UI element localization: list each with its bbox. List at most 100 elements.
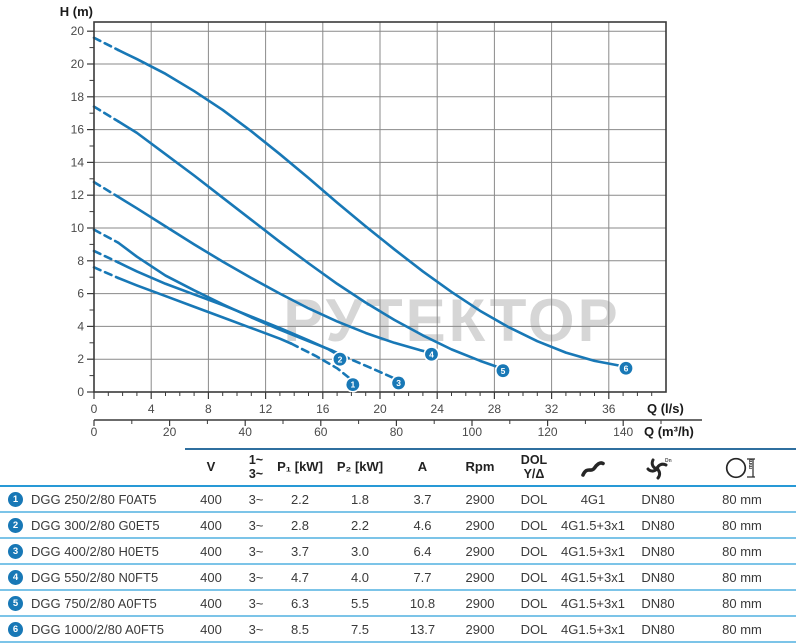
cell-a: 13.7 [409, 621, 436, 637]
curve-end-marker-4 [423, 346, 440, 363]
cell-model: 6 DGG 1000/2/80 A0FT5 [0, 621, 185, 637]
col-phase-header: 1~ 3~ [237, 452, 275, 482]
cell-rpm: 2900 [465, 569, 495, 585]
col-starting-header: DOL Y/Δ [510, 453, 558, 482]
cell-cable: 4G1.5+3x1 [561, 517, 625, 533]
marker-number: 6 [624, 363, 629, 373]
table-row-4: 4 DGG 550/2/80 N0FT5 400 3~ 4.7 4.0 7.7 2900 DOL… [0, 565, 796, 591]
model-name: DGG 1000/2/80 A0FT5 [31, 621, 164, 637]
x-tick-label: 20 [373, 402, 387, 416]
curve-end-marker-3 [390, 374, 407, 391]
m3h-tick-label: 80 [390, 425, 404, 439]
cell-p1: 4.7 [290, 569, 310, 585]
y-tick-label: 2 [77, 352, 84, 366]
cell-p2: 3.0 [350, 543, 370, 559]
cell-port: 80 mm [722, 621, 762, 637]
phase-1-label: 1~ [248, 452, 264, 467]
y-tick-label: 20 [71, 57, 85, 71]
cell-v: 400 [200, 543, 222, 559]
row-number-badge: 5 [8, 595, 23, 611]
cell-cable: 4G1.5+3x1 [561, 543, 625, 559]
marker-number: 4 [429, 349, 434, 359]
cell-p2: 4.0 [350, 569, 370, 585]
cell-rpm: 2900 [465, 491, 495, 507]
col-impeller-header: Dn [628, 456, 688, 480]
cell-start: DOL [520, 595, 548, 611]
table-row-1: 1 DGG 250/2/80 F0AT5 400 3~ 2.2 1.8 3.7 2900 DOL… [0, 487, 796, 513]
cell-rpm: 2900 [465, 517, 495, 533]
table-row-3: 3 DGG 400/2/80 H0ET5 400 3~ 3.7 3.0 6.4 2900 DOL… [0, 539, 796, 565]
model-name: DGG 300/2/80 G0ET5 [31, 517, 160, 533]
marker-number: 1 [350, 380, 355, 390]
cell-dn: DN80 [641, 491, 675, 507]
cell-cable: 4G1.5+3x1 [561, 595, 625, 611]
m3h-tick-label: 60 [314, 425, 328, 439]
pump-spec-table: V 1~ 3~ P₁ [kW] P₂ [kW] A Rpm DOL Y/Δ [0, 448, 796, 643]
table-header-row: V 1~ 3~ P₁ [kW] P₂ [kW] A Rpm DOL Y/Δ [0, 448, 796, 487]
cable-icon [581, 460, 605, 477]
col-port-header: mm [688, 456, 796, 480]
cell-v: 400 [200, 517, 222, 533]
table-row-6: 6 DGG 1000/2/80 A0FT5 400 3~ 8.5 7.5 13.7 2900 D… [0, 617, 796, 643]
pump-performance-chart: РУТЕКТОР 1 2 3 4 5 6 20 20 18 16 14 12 10 8 6 4 2 0 0 4 8 12 16… [60, 4, 702, 439]
cell-dn: DN80 [641, 569, 675, 585]
cell-phase: 3~ [248, 595, 264, 611]
row-number-badge: 2 [8, 517, 23, 533]
m3h-tick-label: 100 [462, 425, 482, 439]
y-tick-label: 20 [71, 24, 85, 38]
cell-p1: 6.3 [290, 595, 310, 611]
row-number-badge: 4 [8, 569, 23, 585]
x-tick-label: 36 [602, 402, 616, 416]
cell-phase: 3~ [248, 517, 264, 533]
cell-port: 80 mm [722, 543, 762, 559]
cell-port: 80 mm [722, 569, 762, 585]
cell-start: DOL [520, 491, 548, 507]
col-cable-header [558, 457, 628, 479]
curve-end-marker-5 [494, 362, 511, 379]
cell-p1: 2.8 [290, 517, 310, 533]
col-p1-header: P₁ [kW] [277, 459, 323, 475]
cell-port: 80 mm [722, 517, 762, 533]
marker-number: 3 [396, 378, 401, 388]
cell-p2: 1.8 [350, 491, 370, 507]
curve-end-marker-6 [617, 360, 634, 377]
cell-p2: 2.2 [350, 517, 370, 533]
discharge-port-icon: mm [725, 457, 755, 478]
y-tick-label: 16 [71, 123, 85, 137]
pump-curve-1 [117, 276, 293, 345]
m3h-tick-label: 0 [91, 425, 98, 439]
pump-curve-6 [117, 48, 622, 368]
cell-dn: DN80 [641, 621, 675, 637]
cell-a: 6.4 [413, 543, 432, 559]
cell-a: 3.7 [413, 491, 432, 507]
cell-p1: 2.2 [290, 491, 310, 507]
cell-phase: 3~ [248, 543, 264, 559]
cell-cable: 4G1.5+3x1 [561, 569, 625, 585]
m3h-tick-label: 120 [538, 425, 558, 439]
curve-end-marker-2 [331, 351, 348, 368]
y-tick-label: 12 [71, 188, 85, 202]
y-tick-label: 4 [77, 319, 84, 333]
cell-model: 5 DGG 750/2/80 A0FT5 [0, 595, 185, 611]
header-bottom-border [0, 485, 796, 487]
cell-port: 80 mm [722, 595, 762, 611]
cell-start: DOL [520, 569, 548, 585]
cell-rpm: 2900 [465, 595, 495, 611]
cell-a: 4.6 [413, 517, 432, 533]
cell-p2: 7.5 [350, 621, 370, 637]
pump-curve-2 [92, 249, 120, 264]
cell-p2: 5.5 [350, 595, 370, 611]
cell-start: DOL [520, 543, 548, 559]
cell-phase: 3~ [248, 491, 264, 507]
row-number-badge: 3 [8, 543, 23, 559]
cell-p1: 3.7 [290, 543, 310, 559]
cell-phase: 3~ [248, 569, 264, 585]
col-current-header: A [417, 459, 428, 475]
pump-curve-5 [92, 105, 120, 123]
table-body: 1 DGG 250/2/80 F0AT5 400 3~ 2.2 1.8 3.7 2900 DOL… [0, 487, 796, 643]
cell-cable: 4G1 [580, 491, 606, 507]
x-tick-label: 4 [148, 402, 155, 416]
pump-curve-1 [92, 266, 120, 280]
